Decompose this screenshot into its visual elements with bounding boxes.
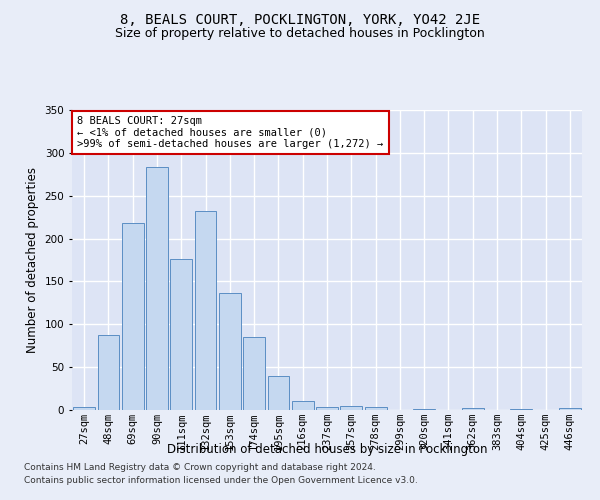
Bar — [268, 376, 289, 410]
Bar — [292, 402, 314, 410]
Bar — [194, 211, 217, 410]
Bar — [511, 409, 532, 410]
Bar — [73, 408, 95, 410]
Bar — [462, 408, 484, 410]
Text: 8, BEALS COURT, POCKLINGTON, YORK, YO42 2JE: 8, BEALS COURT, POCKLINGTON, YORK, YO42 … — [120, 12, 480, 26]
Bar — [243, 337, 265, 410]
Text: Distribution of detached houses by size in Pocklington: Distribution of detached houses by size … — [167, 442, 487, 456]
Text: Contains HM Land Registry data © Crown copyright and database right 2024.: Contains HM Land Registry data © Crown c… — [24, 464, 376, 472]
Bar — [316, 408, 338, 410]
Bar — [559, 408, 581, 410]
Text: Contains public sector information licensed under the Open Government Licence v3: Contains public sector information licen… — [24, 476, 418, 485]
Bar — [219, 292, 241, 410]
Bar — [122, 223, 143, 410]
Bar — [365, 408, 386, 410]
Bar — [170, 259, 192, 410]
Text: Size of property relative to detached houses in Pocklington: Size of property relative to detached ho… — [115, 28, 485, 40]
Bar — [340, 406, 362, 410]
Y-axis label: Number of detached properties: Number of detached properties — [26, 167, 39, 353]
Text: 8 BEALS COURT: 27sqm
← <1% of detached houses are smaller (0)
>99% of semi-detac: 8 BEALS COURT: 27sqm ← <1% of detached h… — [77, 116, 383, 149]
Bar — [146, 168, 168, 410]
Bar — [97, 336, 119, 410]
Bar — [413, 409, 435, 410]
